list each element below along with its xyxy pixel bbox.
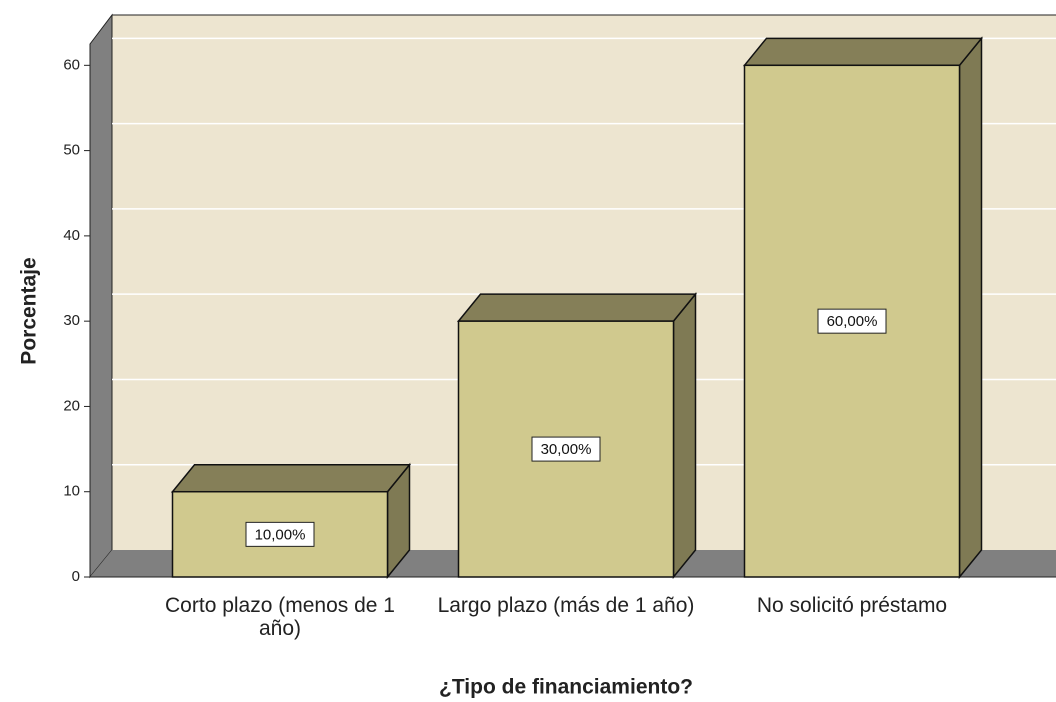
y-tick-label: 10	[63, 483, 80, 500]
y-tick-label: 0	[72, 568, 80, 585]
x-axis-title: ¿Tipo de financiamiento?	[439, 676, 693, 699]
bar-top	[170, 463, 412, 493]
y-axis-title: Porcentaje	[18, 257, 41, 364]
y-tick-label: 60	[63, 56, 80, 73]
value-label: 30,00%	[541, 441, 592, 458]
x-tick-label: Largo plazo (más de 1 año)	[437, 594, 695, 617]
bar-top	[742, 37, 984, 67]
y-tick-label: 20	[63, 397, 80, 414]
value-label-box	[531, 436, 601, 462]
value-label: 60,00%	[827, 313, 878, 330]
y-tick-label: 50	[63, 142, 80, 159]
value-label: 10,00%	[255, 526, 306, 543]
value-label-box	[245, 521, 315, 547]
bar-side	[958, 36, 983, 580]
x-tick-label: No solicitó préstamo	[756, 594, 948, 617]
value-label-box	[817, 308, 887, 334]
x-tick-label: Corto plazo (menos de 1 año)	[165, 594, 395, 640]
bar-top	[456, 293, 698, 322]
left-wall	[89, 13, 113, 579]
bar-side	[672, 292, 697, 580]
y-tick-label: 40	[63, 227, 80, 244]
y-tick-label: 30	[63, 312, 80, 329]
